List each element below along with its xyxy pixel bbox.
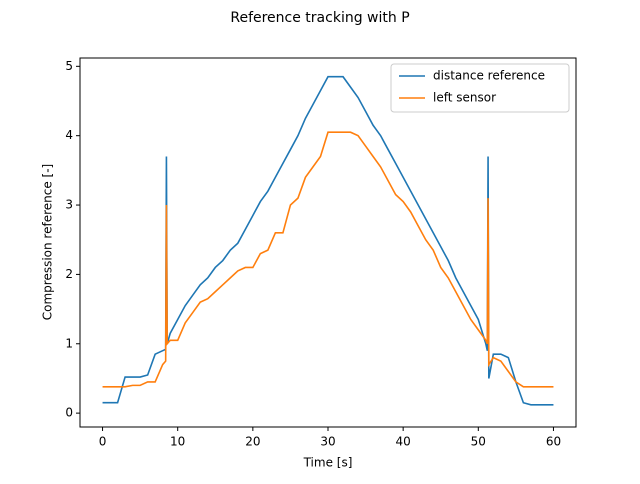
plot-frame [79, 57, 577, 428]
x-tick-label: 30 [320, 435, 335, 449]
y-axis-label: Compression reference [-] [41, 164, 55, 321]
y-tick-label: 1 [65, 336, 73, 350]
data-line [102, 131, 554, 388]
x-tick-label: 50 [471, 435, 486, 449]
y-tick-label: 2 [65, 267, 73, 281]
chart-title: Reference tracking with P [230, 10, 409, 26]
y-tick-label: 5 [65, 59, 73, 73]
legend-label: left sensor [433, 91, 496, 105]
legend-label: distance reference [433, 69, 545, 83]
x-axis-label: Time [s] [303, 456, 353, 470]
x-tick-label: 0 [99, 435, 107, 449]
y-tick-label: 3 [65, 198, 73, 212]
x-tick-label: 10 [170, 435, 185, 449]
x-tick-label: 40 [396, 435, 411, 449]
y-tick-label: 4 [65, 128, 73, 142]
y-tick-label: 0 [65, 406, 73, 420]
x-tick-label: 60 [546, 435, 561, 449]
x-tick-label: 20 [245, 435, 260, 449]
legend-box [390, 63, 570, 113]
